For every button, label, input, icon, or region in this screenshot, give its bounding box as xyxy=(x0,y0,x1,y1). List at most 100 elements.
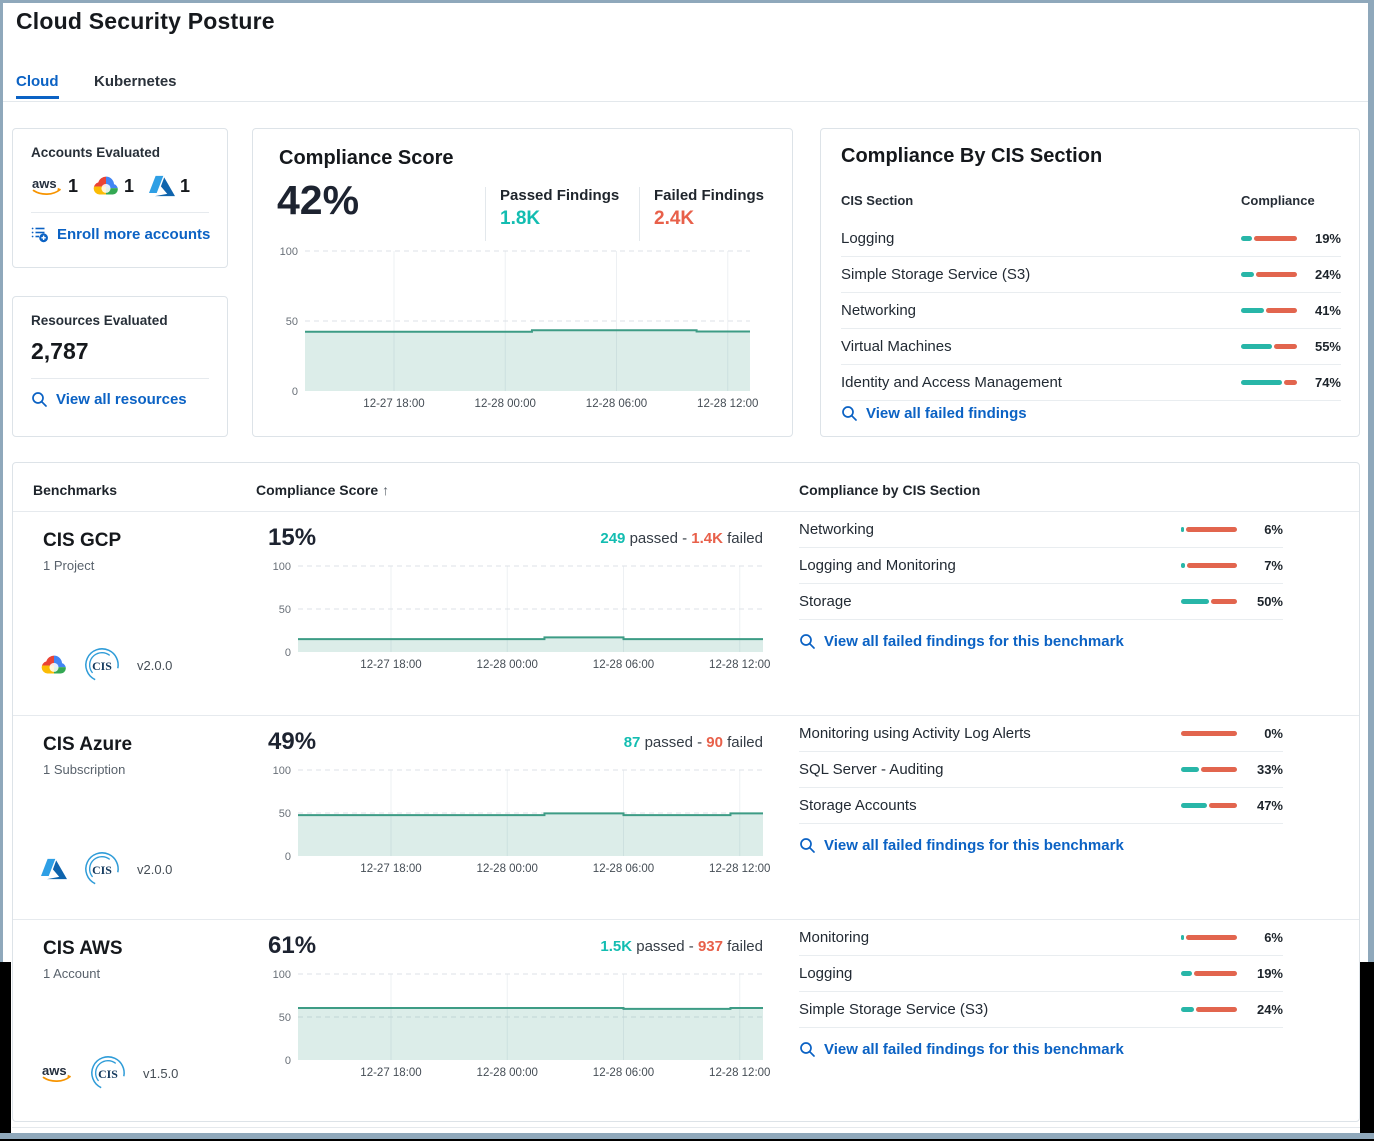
svg-text:CIS: CIS xyxy=(98,1067,118,1081)
compliance-bar xyxy=(1181,803,1237,808)
resources-evaluated-card: Resources Evaluated 2,787 View all resou… xyxy=(12,296,228,437)
table-row[interactable]: SQL Server - Auditing 33% xyxy=(799,752,1283,788)
failed-word: failed xyxy=(722,938,763,955)
cis-section-label: Identity and Access Management xyxy=(841,374,1062,391)
svg-text:0: 0 xyxy=(285,647,291,659)
provider-counts: aws 1 1 1 xyxy=(31,173,209,199)
overall-score-value: 42% xyxy=(277,177,360,223)
svg-text:12-27 18:00: 12-27 18:00 xyxy=(360,1067,421,1079)
table-row[interactable]: Simple Storage Service (S3) 24% xyxy=(799,992,1283,1028)
cis-section-label: Monitoring using Activity Log Alerts xyxy=(799,725,1031,742)
resources-count: 2,787 xyxy=(31,338,89,364)
compliance-bar xyxy=(1181,599,1237,604)
failed-count: 1.4K xyxy=(691,530,723,547)
table-row[interactable]: Logging 19% xyxy=(799,956,1283,992)
tab-kubernetes[interactable]: Kubernetes xyxy=(94,73,177,90)
compliance-pct: 33% xyxy=(1256,762,1283,777)
table-row[interactable]: Networking 41% xyxy=(841,292,1341,328)
accounts-card-title: Accounts Evaluated xyxy=(31,145,161,160)
table-row[interactable]: Identity and Access Management 74% xyxy=(841,364,1341,401)
compliance-pct: 55% xyxy=(1314,339,1341,354)
enroll-link-label: Enroll more accounts xyxy=(57,225,211,243)
divider xyxy=(31,212,209,213)
passed-failed-summary: 87 passed - 90 failed xyxy=(268,734,763,751)
view-failed-findings-benchmark-link[interactable]: View all failed findings for this benchm… xyxy=(799,1041,1283,1058)
compliance-bar xyxy=(1241,236,1297,241)
table-row[interactable]: Virtual Machines 55% xyxy=(841,328,1341,364)
compliance-pct: 6% xyxy=(1264,930,1283,945)
svg-text:100: 100 xyxy=(273,765,291,777)
svg-text:0: 0 xyxy=(292,386,298,398)
screen-background-bottom xyxy=(0,1139,1374,1141)
benchmark-scope: 1 Subscription xyxy=(43,762,126,777)
failed-word: failed xyxy=(722,734,763,751)
compliance-pct: 7% xyxy=(1264,558,1283,573)
view-failed-findings-benchmark-link[interactable]: View all failed findings for this benchm… xyxy=(799,837,1283,854)
compliance-pct: 24% xyxy=(1256,1002,1283,1017)
table-row[interactable]: Logging and Monitoring 7% xyxy=(799,548,1283,584)
benchmark-row-cis-azure: CIS Azure 1 Subscription CIS v2.0.0 49% … xyxy=(13,715,1359,920)
table-row[interactable]: Storage Accounts 47% xyxy=(799,788,1283,824)
azure-account-count: 1 xyxy=(149,173,190,199)
aws-count: 1 xyxy=(68,175,79,196)
cis-logo-icon: CIS xyxy=(85,648,119,682)
window-frame-bottom xyxy=(0,1133,1374,1139)
benchmark-score-value: 15% xyxy=(268,524,317,551)
benchmark-cis-sections: Monitoring using Activity Log Alerts 0% … xyxy=(799,716,1283,854)
cis-section-label: Virtual Machines xyxy=(841,338,952,355)
gcp-count: 1 xyxy=(124,175,135,196)
compliance-pct: 41% xyxy=(1314,303,1341,318)
window-frame-left xyxy=(0,0,3,1134)
svg-text:12-28 12:00: 12-28 12:00 xyxy=(709,863,770,875)
cis-section-label: Monitoring xyxy=(799,929,870,946)
failed-word: failed xyxy=(722,530,763,547)
enroll-more-accounts-link[interactable]: Enroll more accounts xyxy=(31,225,211,243)
compliance-bar xyxy=(1181,971,1237,976)
screen-background-right xyxy=(1360,962,1374,1133)
view-all-resources-link[interactable]: View all resources xyxy=(31,391,209,408)
compliance-score-card: Compliance Score 42% Passed Findings 1.8… xyxy=(252,128,793,437)
compliance-pct: 0% xyxy=(1264,726,1283,741)
cis-section-label: Networking xyxy=(799,521,875,538)
cis-section-label: Logging xyxy=(799,965,853,982)
passed-word: passed - xyxy=(640,734,707,751)
failed-findings-stat: Failed Findings 2.4K xyxy=(639,187,784,241)
benchmark-scope: 1 Project xyxy=(43,558,95,573)
svg-text:50: 50 xyxy=(279,1012,291,1024)
divider xyxy=(31,378,209,379)
tab-cloud[interactable]: Cloud xyxy=(16,73,59,99)
passed-count: 1.5K xyxy=(600,938,633,955)
table-row[interactable]: Networking 6% xyxy=(799,512,1283,548)
passed-findings-label: Passed Findings xyxy=(500,187,620,204)
azure-icon xyxy=(149,175,176,197)
gcp-account-count: 1 xyxy=(93,173,134,199)
view-failed-findings-benchmark-link[interactable]: View all failed findings for this benchm… xyxy=(799,633,1283,650)
compliance-bar xyxy=(1241,308,1297,313)
screen-background-left xyxy=(0,962,11,1133)
accounts-evaluated-card: Accounts Evaluated aws 1 1 xyxy=(12,128,228,268)
table-row[interactable]: Storage 50% xyxy=(799,584,1283,620)
compliance-bar xyxy=(1181,1007,1237,1012)
failed-count: 90 xyxy=(706,734,723,751)
table-row[interactable]: Simple Storage Service (S3) 24% xyxy=(841,256,1341,292)
svg-text:100: 100 xyxy=(273,561,291,573)
table-row[interactable]: Logging 19% xyxy=(841,221,1341,256)
view-all-failed-findings-link[interactable]: View all failed findings xyxy=(841,405,1027,422)
benchmark-icons: CIS v2.0.0 xyxy=(41,850,172,888)
window-frame-right xyxy=(1368,0,1374,1134)
benchmark-score-value: 61% xyxy=(268,932,317,959)
compliance-score-title: Compliance Score xyxy=(279,147,454,169)
cis-table-header: CIS Section Compliance xyxy=(841,193,1341,219)
compliance-pct: 24% xyxy=(1314,267,1341,282)
compliance-bar xyxy=(1181,563,1237,568)
tab-bar: Cloud Kubernetes xyxy=(3,68,1371,102)
passed-count: 87 xyxy=(623,734,641,751)
compliance-column-header: Compliance xyxy=(1241,193,1315,208)
svg-text:12-28 00:00: 12-28 00:00 xyxy=(475,398,536,410)
table-row[interactable]: Monitoring 6% xyxy=(799,920,1283,956)
benchmark-link-label: View all failed findings for this benchm… xyxy=(824,837,1124,854)
table-row[interactable]: Monitoring using Activity Log Alerts 0% xyxy=(799,716,1283,752)
compliance-score-column-header[interactable]: Compliance Score ↑ xyxy=(256,482,389,498)
azure-count: 1 xyxy=(180,175,191,196)
compliance-bar xyxy=(1181,731,1237,736)
